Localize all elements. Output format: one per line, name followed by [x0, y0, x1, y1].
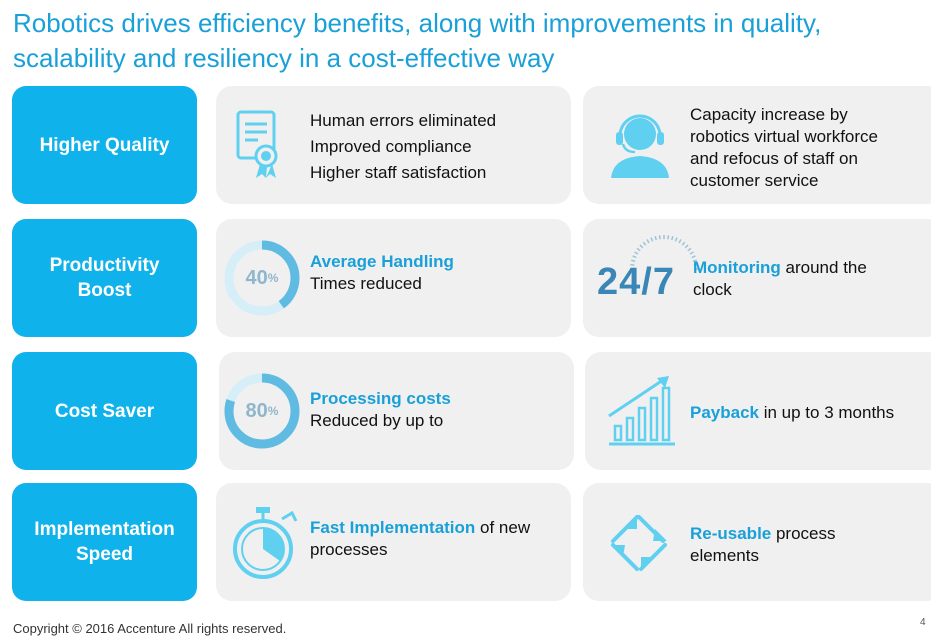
- dial-tick: [654, 235, 657, 241]
- benefit-line: Human errors eliminated: [310, 111, 497, 130]
- capacity-text: Capacity increase by robotics virtual wo…: [690, 105, 879, 190]
- dial-tick: [650, 237, 654, 242]
- handling-detail: Times reduced: [310, 274, 422, 293]
- monitoring-highlight: Monitoring: [693, 258, 781, 277]
- stopwatch-icon: [233, 507, 298, 579]
- progress-ring-icon: [224, 373, 300, 449]
- payback-detail: in up to 3 months: [759, 403, 895, 422]
- dial-tick: [636, 247, 641, 252]
- dial-tick: [667, 235, 670, 240]
- row-label-cost-saver: Cost Saver: [12, 352, 197, 470]
- processing-text: Processing costs Reduced by up to: [310, 388, 451, 432]
- payback-highlight: Payback: [690, 403, 759, 422]
- card-cost-left: 80% Processing costs Reduced by up to: [219, 352, 574, 470]
- processing-highlight: Processing costs: [310, 389, 451, 408]
- monitoring-text: Monitoring around the clock: [693, 257, 908, 301]
- monitoring-detail: around the clock: [693, 258, 867, 299]
- ring-value-label: 40%: [245, 266, 279, 289]
- certificate-icon: [236, 110, 278, 178]
- row-label-higher-quality: Higher Quality: [12, 86, 197, 204]
- dial-tick: [684, 244, 689, 249]
- page-title: Robotics drives efficiency benefits, alo…: [13, 8, 822, 73]
- card-quality-left: Human errors eliminated Improved complia…: [216, 86, 571, 204]
- implementation-text: Fast Implementation of new processes: [310, 517, 550, 561]
- dial-tick: [630, 263, 635, 266]
- dial-tick: [691, 255, 696, 259]
- payback-text: Payback in up to 3 months: [690, 402, 905, 424]
- ring-value-label: 80%: [245, 399, 279, 422]
- dial-tick: [634, 251, 639, 255]
- implementation-highlight: Fast Implementation: [310, 518, 476, 537]
- reusable-text: Re-usable process elements: [690, 523, 905, 567]
- dial-tick: [693, 263, 698, 266]
- dial-tick: [687, 247, 692, 252]
- reusable-highlight: Re-usable: [690, 524, 772, 543]
- dial-tick: [671, 235, 674, 241]
- handling-highlight: Average Handling: [310, 252, 454, 271]
- progress-ring-icon: [224, 240, 300, 316]
- card-speed-left: Fast Implementation of new processes: [216, 483, 571, 601]
- growth-chart-icon: [608, 376, 675, 446]
- page-number: 4: [920, 617, 926, 628]
- dial-tick: [646, 239, 650, 244]
- card-quality-right: Capacity increase by robotics virtual wo…: [583, 86, 931, 204]
- dial-tick: [632, 255, 637, 259]
- dial-tick: [689, 251, 694, 255]
- row-label-implementation-speed: Implementation Speed: [12, 483, 197, 601]
- handling-text: Average Handling Times reduced: [310, 251, 454, 295]
- dial-tick: [658, 235, 661, 240]
- dial-tick: [674, 237, 678, 242]
- dial-tick: [681, 241, 686, 246]
- dial-tick: [678, 239, 682, 244]
- implementation-detail: of new processes: [310, 518, 531, 559]
- card-productivity-right: 24/7 Monitoring around the clock: [583, 219, 931, 337]
- card-cost-right: Payback in up to 3 months: [585, 352, 931, 470]
- dial-tick: [630, 259, 636, 262]
- row-label-productivity-boost: Productivity Boost: [12, 219, 197, 337]
- clock-247-icon: [630, 235, 698, 270]
- dial-tick: [639, 244, 644, 249]
- card-productivity-left: 40% Average Handling Times reduced: [216, 219, 571, 337]
- dial-tick: [642, 241, 647, 246]
- big-247-text: 24/7: [597, 261, 675, 303]
- benefit-line: Improved compliance: [310, 137, 472, 156]
- processing-detail: Reduced by up to: [310, 411, 444, 430]
- card-speed-right: Re-usable process elements: [583, 483, 931, 601]
- reusable-detail: process elements: [690, 524, 836, 565]
- quality-benefits-list: Human errors eliminated Improved complia…: [310, 108, 496, 186]
- dial-tick: [692, 259, 698, 262]
- benefit-line: Higher staff satisfaction: [310, 163, 487, 182]
- recycle-arrows-icon: [611, 515, 667, 571]
- headset-agent-icon: [611, 114, 669, 178]
- copyright-footer: Copyright © 2016 Accenture All rights re…: [13, 621, 287, 636]
